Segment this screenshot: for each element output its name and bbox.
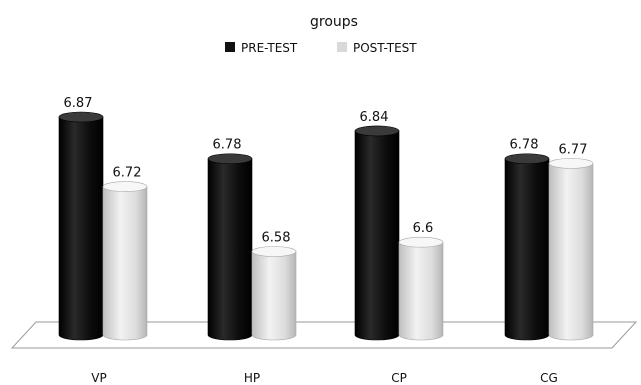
bar-top-vp-pre-test <box>58 111 104 123</box>
x-axis-labels: VP HP CP CG <box>91 371 558 385</box>
bar-top-cp-post-test <box>398 236 444 248</box>
bar-vp-post-test: 6.72 <box>102 166 148 341</box>
bar-vp-pre-test: 6.87 <box>58 96 104 341</box>
data-label-vp-post-test: 6.72 <box>113 166 142 181</box>
bar-body-vp-pre-test <box>58 116 104 341</box>
x-tick-label-vp: VP <box>91 371 106 385</box>
bar-cg-post-test: 6.77 <box>548 142 594 341</box>
bar-body-cp-post-test <box>398 241 444 341</box>
bar-body-hp-post-test <box>251 251 297 341</box>
bar-top-cg-post-test <box>548 158 594 169</box>
bar-hp-post-test: 6.58 <box>251 231 297 341</box>
bar-body-hp-pre-test <box>207 158 253 341</box>
bar-top-hp-pre-test <box>207 153 253 165</box>
bar-top-cp-pre-test <box>354 125 400 137</box>
bar-body-cg-post-test <box>548 163 594 341</box>
data-label-vp-pre-test: 6.87 <box>64 96 93 111</box>
data-label-cp-post-test: 6.6 <box>413 221 434 236</box>
x-tick-label-cg: CG <box>540 371 558 385</box>
legend-swatch-pre-test <box>225 42 235 52</box>
chart-title: groups <box>310 14 358 30</box>
bar-top-hp-post-test <box>251 246 297 257</box>
data-label-cp-pre-test: 6.84 <box>360 110 389 125</box>
data-label-cg-pre-test: 6.78 <box>510 138 539 153</box>
data-label-cg-post-test: 6.77 <box>559 142 588 157</box>
bar-body-vp-post-test <box>102 186 148 341</box>
x-tick-label-cp: CP <box>391 371 407 385</box>
legend: PRE-TEST POST-TEST <box>225 41 417 55</box>
bar-body-cp-pre-test <box>354 130 400 341</box>
bar-cg-pre-test: 6.78 <box>504 138 550 341</box>
bar-hp-pre-test: 6.78 <box>207 138 253 341</box>
data-label-hp-pre-test: 6.78 <box>213 138 242 153</box>
bar-top-cg-pre-test <box>504 153 550 165</box>
bars-layer: 6.87 6.72 6.78 6.58 6.84 6.6 6.78 6.77 <box>58 96 594 341</box>
legend-label-post-test: POST-TEST <box>353 41 417 55</box>
x-tick-label-hp: HP <box>244 371 260 385</box>
bar-cp-post-test: 6.6 <box>398 221 444 341</box>
bar-cp-pre-test: 6.84 <box>354 110 400 341</box>
legend-swatch-post-test <box>337 42 347 52</box>
bar-top-vp-post-test <box>102 181 148 192</box>
data-label-hp-post-test: 6.58 <box>262 231 291 246</box>
chart-floor <box>10 321 638 349</box>
legend-label-pre-test: PRE-TEST <box>241 41 298 55</box>
bar-body-cg-pre-test <box>504 158 550 341</box>
